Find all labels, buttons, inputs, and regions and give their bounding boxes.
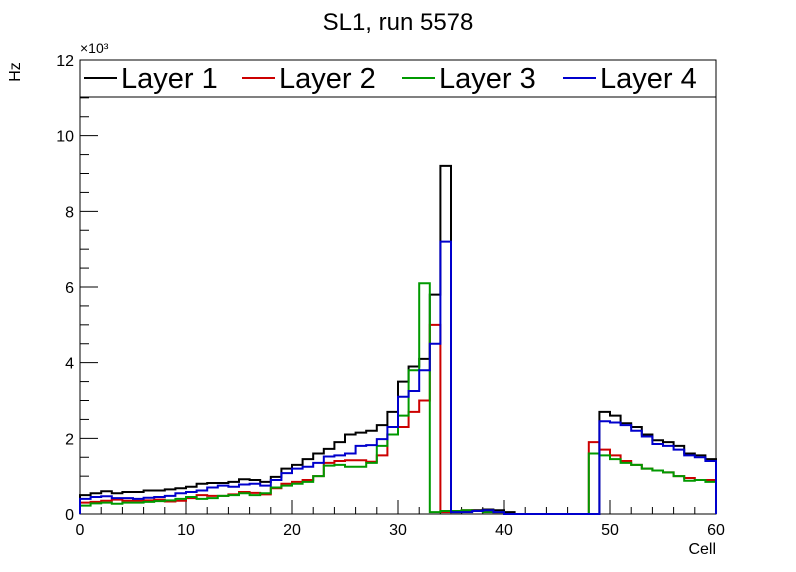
y-axis-label: Hz xyxy=(7,62,24,82)
y-axis: 0 2 4 6 8 10 12 xyxy=(56,53,98,524)
series-line-1 xyxy=(79,164,717,515)
y-tick-label: 4 xyxy=(65,356,74,373)
y-tick-label: 10 xyxy=(56,129,74,146)
y-tick-label: 6 xyxy=(65,280,74,297)
x-tick-label: 40 xyxy=(495,522,513,539)
legend-label-2: Layer 2 xyxy=(279,63,376,95)
x-tick-label: 20 xyxy=(283,522,301,539)
plot-frame xyxy=(79,59,717,515)
legend: Layer 1 Layer 2 Layer 3 Layer 4 xyxy=(79,59,717,98)
legend-label-3: Layer 3 xyxy=(439,63,536,95)
chart-title: SL1, run 5578 xyxy=(323,9,474,36)
y-tick-label: 0 xyxy=(65,507,74,524)
x-axis-label: Cell xyxy=(688,541,716,558)
x-tick-label: 0 xyxy=(76,522,85,539)
series-line-4 xyxy=(79,240,717,515)
legend-label-1: Layer 1 xyxy=(121,63,218,95)
y-tick-label: 8 xyxy=(65,204,74,221)
x-tick-label: 60 xyxy=(707,522,725,539)
legend-box xyxy=(79,59,717,98)
x-tick-label: 50 xyxy=(601,522,619,539)
series-group xyxy=(79,164,717,515)
y-tick-label: 12 xyxy=(56,53,74,70)
y-axis-exponent: ×10³ xyxy=(80,40,109,56)
x-tick-label: 10 xyxy=(177,522,195,539)
legend-label-4: Layer 4 xyxy=(600,63,697,95)
x-tick-label: 30 xyxy=(389,522,407,539)
series-line-2 xyxy=(79,323,717,515)
y-tick-label: 2 xyxy=(65,431,74,448)
x-axis: 0 10 20 30 40 50 60 xyxy=(76,500,725,539)
